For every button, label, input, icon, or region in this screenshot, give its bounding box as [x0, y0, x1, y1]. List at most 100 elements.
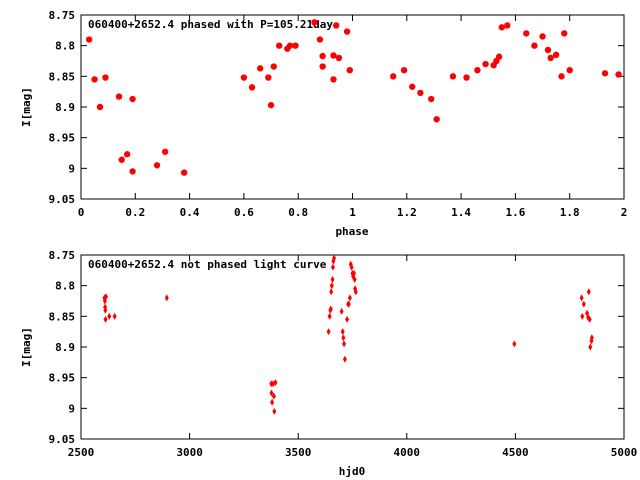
data-point [161, 148, 169, 155]
unphased-plot: 2500 3000 3500 4000 4500 5000 8.758.88.858.98… [20, 249, 637, 478]
data-point [330, 263, 335, 271]
data-point [340, 328, 345, 336]
data-points [102, 254, 594, 415]
data-point [341, 334, 346, 342]
data-point [400, 67, 408, 74]
data-point [589, 334, 594, 342]
data-point [390, 73, 397, 80]
data-point [256, 65, 264, 72]
data-point [512, 340, 517, 348]
data-point [615, 71, 622, 78]
x-tick-label: 1.6 [505, 206, 525, 219]
x-tick-label: 3000 [176, 446, 203, 459]
plot-frame [80, 14, 625, 200]
y-tick-label: 8.9 [55, 101, 75, 114]
data-point [102, 74, 109, 81]
data-point [547, 54, 554, 62]
data-point [248, 84, 256, 91]
data-point [267, 101, 275, 109]
y-tick-label: 9.05 [49, 433, 76, 446]
x-tick-label: 4500 [502, 446, 529, 459]
data-point [474, 67, 481, 74]
data-point [531, 42, 538, 49]
data-point [271, 392, 276, 400]
x-tick-label: 0.4 [180, 206, 200, 219]
data-point [311, 19, 318, 26]
data-point [275, 42, 283, 49]
x-tick-label: 1 [349, 206, 356, 219]
data-point [588, 343, 593, 351]
data-point [346, 67, 353, 74]
data-point [449, 73, 457, 80]
x-tick-label: 2500 [68, 446, 95, 459]
y-tick-label: 8.85 [49, 310, 76, 323]
x-tick-label: 1.4 [451, 206, 471, 219]
data-point [463, 74, 470, 81]
data-point [240, 74, 248, 81]
y-tick-label: 8.95 [49, 372, 76, 385]
data-point [539, 33, 546, 40]
x-axis-label: hjd0 [339, 465, 366, 478]
data-point [327, 312, 332, 320]
x-tick-label: 1.8 [560, 206, 580, 219]
y-axis-label: I[mag] [20, 327, 33, 367]
data-point [85, 36, 93, 43]
data-point [319, 52, 326, 60]
data-point [339, 307, 344, 315]
chart-title: 060400+2652.4 not phased light curve [88, 258, 327, 271]
data-point [552, 51, 560, 59]
y-tick-label: 8.9 [55, 341, 75, 354]
data-point [587, 315, 592, 323]
data-point [566, 67, 573, 74]
data-point [269, 389, 274, 397]
data-point [343, 28, 351, 35]
data-point [346, 300, 351, 308]
x-tick-label: 3500 [285, 446, 312, 459]
y-tick-label: 8.95 [49, 132, 76, 145]
data-point [319, 63, 326, 70]
data-point [482, 60, 489, 68]
data-point [335, 54, 343, 62]
data-point [129, 168, 136, 175]
data-point [586, 288, 591, 296]
data-point [330, 276, 335, 284]
data-point [330, 76, 337, 83]
x-tick-label: 4000 [394, 446, 421, 459]
data-point [328, 305, 333, 313]
data-point [153, 162, 161, 169]
data-point [579, 294, 584, 302]
data-point [286, 42, 294, 49]
data-point [558, 73, 565, 80]
data-point [103, 293, 108, 301]
data-point [523, 30, 530, 37]
data-point [91, 76, 98, 83]
y-tick-label: 8.75 [49, 249, 76, 262]
y-axis-label: I[mag] [20, 87, 33, 127]
data-point [273, 379, 278, 387]
data-point [118, 156, 125, 163]
x-tick-label: 0.6 [234, 206, 254, 219]
plot-frame [80, 254, 625, 440]
y-tick-label: 8.85 [49, 70, 76, 83]
data-point [292, 42, 299, 49]
x-axis-label: phase [335, 225, 368, 238]
data-point [265, 74, 272, 81]
data-point [96, 103, 104, 111]
data-point [333, 22, 340, 29]
data-point [352, 269, 357, 277]
data-point [270, 63, 277, 70]
data-point [329, 282, 334, 290]
x-axis: 2500 3000 3500 4000 4500 5000 [68, 255, 638, 459]
data-point [129, 95, 136, 103]
data-point [107, 312, 112, 320]
data-point [342, 340, 347, 348]
data-point [349, 263, 354, 271]
data-points [85, 19, 622, 176]
x-tick-label: 5000 [611, 446, 638, 459]
data-point [601, 70, 609, 77]
data-point [433, 116, 440, 123]
y-tick-label: 9 [68, 402, 75, 415]
y-tick-label: 9.05 [49, 193, 76, 206]
data-point [352, 276, 357, 284]
data-point [112, 312, 117, 320]
